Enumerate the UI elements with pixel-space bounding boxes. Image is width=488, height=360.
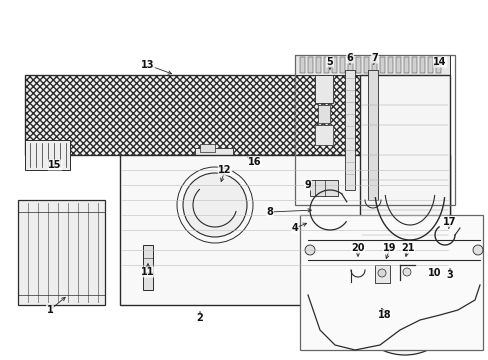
Bar [195,148,232,163]
Text: 20: 20 [350,243,364,253]
Text: 12: 12 [218,165,231,175]
Text: 5: 5 [326,57,333,67]
Bar [435,57,440,73]
Bar [371,57,376,73]
Bar [25,140,70,170]
Text: 4: 4 [291,223,298,233]
Polygon shape [359,75,449,305]
Text: 21: 21 [401,243,414,253]
Bar [309,180,337,196]
Text: 15: 15 [48,160,61,170]
Text: 11: 11 [141,267,154,277]
Text: 18: 18 [377,310,391,320]
Bar [142,245,153,290]
Text: 1: 1 [46,305,53,315]
Text: 16: 16 [248,157,261,167]
Bar [339,57,345,73]
Bar [314,125,332,145]
Bar [324,57,328,73]
Bar [347,57,352,73]
Bar [299,57,305,73]
Polygon shape [120,155,449,305]
Bar [345,70,354,190]
Bar [374,265,389,283]
Bar [314,75,332,103]
Text: 14: 14 [432,57,446,67]
Bar [331,57,336,73]
Circle shape [472,245,482,255]
Bar [294,55,449,75]
Text: 19: 19 [383,243,396,253]
Bar [403,57,408,73]
Polygon shape [18,200,105,305]
Text: 9: 9 [304,180,311,190]
Text: 10: 10 [427,268,441,278]
Bar [363,57,368,73]
Bar [200,144,215,152]
Bar [294,55,454,205]
Bar [387,57,392,73]
Text: 6: 6 [346,53,353,63]
Wedge shape [349,300,459,355]
Text: 13: 13 [141,60,154,70]
Circle shape [306,217,314,225]
Bar [419,57,424,73]
Circle shape [377,269,385,277]
Bar [367,70,377,200]
Bar [395,57,400,73]
Circle shape [402,268,410,276]
Bar [317,105,329,123]
Bar [411,57,416,73]
Bar [379,57,384,73]
Text: 3: 3 [446,270,452,280]
Bar [315,57,320,73]
Bar [307,57,312,73]
Text: 17: 17 [442,217,456,227]
Text: 8: 8 [266,207,273,217]
Text: 2: 2 [196,313,203,323]
Circle shape [183,173,246,237]
Bar [25,75,389,155]
Text: 7: 7 [371,53,378,63]
Circle shape [305,245,314,255]
Bar [299,215,482,350]
Bar [305,215,316,227]
Bar [427,57,432,73]
Bar [355,57,360,73]
